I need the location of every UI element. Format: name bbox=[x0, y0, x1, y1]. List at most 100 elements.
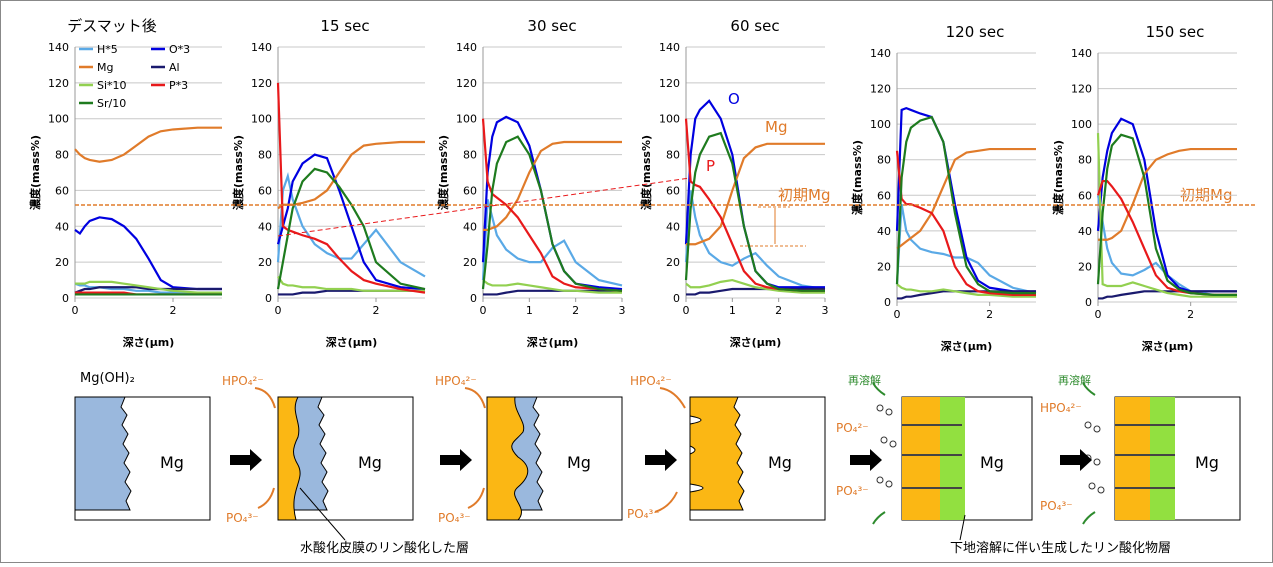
ion-label: PO₄³⁻ bbox=[627, 507, 660, 521]
y-tick-label: 40 bbox=[55, 220, 69, 233]
x-axis-label: 深さ(μm) bbox=[1142, 339, 1194, 353]
y-tick-label: 0 bbox=[470, 292, 477, 305]
chart-title: 150 sec bbox=[1146, 23, 1205, 41]
legend-label: Al bbox=[169, 61, 180, 74]
ion-label: HPO₄²⁻ bbox=[222, 374, 264, 388]
y-tick-label: 140 bbox=[251, 41, 272, 54]
y-axis-label: 濃度(mass%) bbox=[436, 135, 450, 210]
annotation: P bbox=[706, 157, 715, 175]
chart-title: 30 sec bbox=[527, 17, 576, 35]
legend-label: P*3 bbox=[169, 79, 188, 92]
label: Mg bbox=[768, 453, 792, 472]
annotation: Mg bbox=[765, 118, 787, 136]
y-axis-label: 濃度(mass%) bbox=[28, 135, 42, 210]
y-tick-label: 20 bbox=[55, 256, 69, 269]
y-tick-label: 80 bbox=[666, 149, 680, 162]
y-tick-label: 40 bbox=[877, 225, 891, 238]
y-axis-label: 濃度(mass%) bbox=[850, 140, 864, 215]
x-tick-label: 3 bbox=[822, 304, 829, 317]
label: 再溶解 bbox=[848, 373, 881, 387]
y-tick-label: 0 bbox=[265, 292, 272, 305]
x-tick-label: 1 bbox=[729, 304, 736, 317]
ion-label: HPO₄²⁻ bbox=[435, 374, 477, 388]
annotation: O bbox=[728, 90, 740, 108]
y-tick-label: 100 bbox=[870, 118, 891, 131]
y-tick-label: 100 bbox=[456, 113, 477, 126]
caption: 水酸化皮膜のリン酸化した層 bbox=[300, 541, 469, 556]
figure: デスマット後02040608010012014002深さ(μm)濃度(mass%… bbox=[0, 0, 1273, 563]
y-tick-label: 100 bbox=[251, 113, 272, 126]
y-tick-label: 60 bbox=[258, 184, 272, 197]
y-tick-label: 0 bbox=[673, 292, 680, 305]
ion-label: PO₄³⁻ bbox=[1040, 499, 1073, 513]
y-tick-label: 80 bbox=[463, 149, 477, 162]
label: Mg bbox=[358, 453, 382, 472]
x-tick-label: 2 bbox=[572, 304, 579, 317]
y-tick-label: 60 bbox=[1078, 189, 1092, 202]
label: 再溶解 bbox=[1058, 373, 1091, 387]
x-axis-label: 深さ(μm) bbox=[527, 335, 579, 349]
y-axis-label: 濃度(mass%) bbox=[1051, 140, 1065, 215]
chart-title: デスマット後 bbox=[67, 17, 157, 35]
y-tick-label: 140 bbox=[48, 41, 69, 54]
y-tick-label: 40 bbox=[1078, 225, 1092, 238]
y-tick-label: 40 bbox=[258, 220, 272, 233]
y-tick-label: 140 bbox=[456, 41, 477, 54]
y-tick-label: 80 bbox=[877, 154, 891, 167]
x-axis-label: 深さ(μm) bbox=[730, 335, 782, 349]
x-tick-label: 2 bbox=[986, 308, 993, 321]
caption: 下地溶解に伴い生成したリン酸化物層 bbox=[950, 541, 1171, 556]
y-tick-label: 20 bbox=[666, 256, 680, 269]
chart-title: 120 sec bbox=[946, 23, 1005, 41]
y-tick-label: 80 bbox=[1078, 154, 1092, 167]
y-tick-label: 40 bbox=[666, 220, 680, 233]
legend-label: Si*10 bbox=[97, 79, 127, 92]
x-axis-label: 深さ(μm) bbox=[941, 339, 993, 353]
ion-label: HPO₄²⁻ bbox=[630, 374, 672, 388]
y-tick-label: 20 bbox=[463, 256, 477, 269]
label: Mg bbox=[567, 453, 591, 472]
y-axis-label: 濃度(mass%) bbox=[231, 135, 245, 210]
y-tick-label: 20 bbox=[877, 260, 891, 273]
y-tick-label: 120 bbox=[1071, 83, 1092, 96]
x-tick-label: 2 bbox=[373, 304, 380, 317]
ion-label: PO₄³⁻ bbox=[836, 484, 869, 498]
y-tick-label: 0 bbox=[1085, 296, 1092, 309]
y-tick-label: 60 bbox=[877, 189, 891, 202]
y-tick-label: 100 bbox=[48, 113, 69, 126]
y-tick-label: 20 bbox=[258, 256, 272, 269]
ion-label: PO₄³⁻ bbox=[226, 511, 259, 525]
y-tick-label: 100 bbox=[659, 113, 680, 126]
label: Mg bbox=[1195, 453, 1219, 472]
chart-title: 15 sec bbox=[320, 17, 369, 35]
y-axis-label: 濃度(mass%) bbox=[639, 135, 653, 210]
y-tick-label: 80 bbox=[258, 149, 272, 162]
y-tick-label: 120 bbox=[659, 77, 680, 90]
label: Mg(OH)₂ bbox=[80, 371, 135, 386]
y-tick-label: 40 bbox=[463, 220, 477, 233]
y-tick-label: 100 bbox=[1071, 118, 1092, 131]
ion-label: PO₄³⁻ bbox=[438, 511, 471, 525]
y-tick-label: 140 bbox=[870, 47, 891, 60]
y-tick-label: 120 bbox=[456, 77, 477, 90]
x-tick-label: 0 bbox=[683, 304, 690, 317]
y-tick-label: 0 bbox=[884, 296, 891, 309]
x-tick-label: 0 bbox=[894, 308, 901, 321]
y-tick-label: 120 bbox=[48, 77, 69, 90]
y-tick-label: 20 bbox=[1078, 260, 1092, 273]
x-axis-label: 深さ(μm) bbox=[326, 335, 378, 349]
y-tick-label: 140 bbox=[659, 41, 680, 54]
label: Mg bbox=[160, 453, 184, 472]
y-tick-label: 60 bbox=[463, 184, 477, 197]
x-tick-label: 3 bbox=[619, 304, 626, 317]
x-tick-label: 0 bbox=[480, 304, 487, 317]
legend-label: O*3 bbox=[169, 43, 190, 56]
legend-label: Sr/10 bbox=[97, 97, 126, 110]
y-tick-label: 0 bbox=[62, 292, 69, 305]
annotation: 初期Mg bbox=[778, 186, 830, 204]
y-tick-label: 120 bbox=[251, 77, 272, 90]
ion-label: PO₄²⁻ bbox=[836, 421, 869, 435]
y-tick-label: 80 bbox=[55, 149, 69, 162]
legend-label: Mg bbox=[97, 61, 113, 74]
x-tick-label: 1 bbox=[526, 304, 533, 317]
